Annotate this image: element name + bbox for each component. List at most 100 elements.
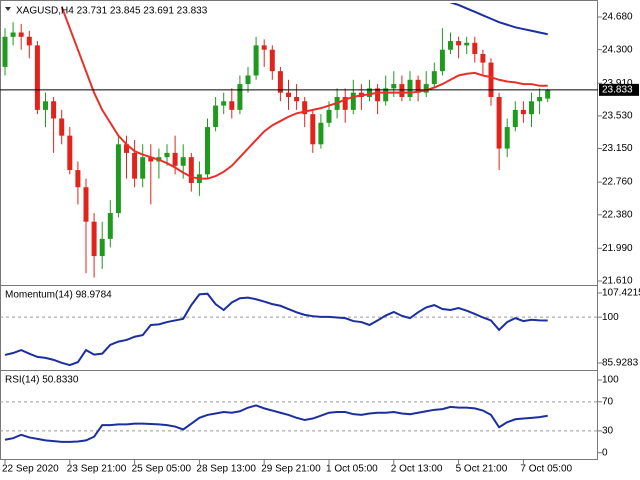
candle-body — [34, 45, 40, 110]
candle-body — [472, 42, 478, 54]
menu-arrow-icon[interactable] — [5, 7, 11, 11]
price-label: 23.833 — [602, 84, 633, 95]
candle-body — [172, 152, 178, 166]
candle-body — [115, 144, 121, 214]
y-tick-label: 100 — [602, 375, 619, 386]
panel — [0, 401, 598, 443]
candle-body — [504, 127, 510, 149]
indicator-line — [4, 404, 548, 443]
x-tick-label: 28 Sep 13:00 — [196, 464, 256, 475]
candle-body — [448, 41, 453, 50]
candle-body — [10, 32, 16, 37]
candle-body — [229, 101, 235, 110]
y-tick-label: 21.610 — [602, 276, 633, 287]
x-tick-label: 2 Oct 13:00 — [391, 464, 443, 475]
candle-body — [480, 53, 486, 63]
panel-title: Momentum(14) 98.9784 — [5, 290, 112, 301]
y-tick-label: 0 — [602, 447, 608, 458]
price-box — [599, 83, 639, 96]
chart-frame — [0, 0, 598, 460]
candle-body — [75, 170, 81, 188]
candle-body — [529, 101, 534, 115]
x-tick-label: 1 Oct 05:00 — [326, 464, 378, 475]
candle-body — [383, 88, 389, 102]
candle-body — [350, 92, 356, 110]
candle-body — [391, 84, 397, 89]
indicator-line — [60, 6, 548, 180]
candle-body — [205, 127, 210, 175]
x-tick-label: 5 Oct 21:00 — [456, 464, 508, 475]
candle-body — [59, 118, 65, 136]
y-tick-label: 23.910 — [602, 78, 633, 89]
y-tick-label: 85.9283 — [602, 358, 639, 369]
y-tick-label: 70 — [602, 396, 614, 407]
y-tick-label: 23.150 — [602, 143, 633, 154]
candle-body — [415, 79, 421, 93]
indicator-line — [450, 3, 548, 36]
panel-title: XAGUSD,H4 23.731 23.845 23.691 23.833 — [16, 6, 208, 17]
candle-body — [51, 101, 57, 119]
candle-body — [18, 32, 24, 37]
indicator-line — [4, 292, 548, 367]
candle-body — [99, 238, 105, 257]
x-tick-label: 7 Oct 05:00 — [520, 464, 572, 475]
candle-body — [294, 96, 300, 102]
candle-body — [43, 101, 48, 110]
candle-body — [512, 109, 518, 128]
y-tick-label: 23.530 — [602, 111, 633, 122]
candle-body — [399, 84, 405, 97]
candle-body — [439, 49, 445, 72]
candle-body — [180, 157, 186, 166]
candle-body — [213, 105, 219, 128]
candle-body — [132, 152, 138, 179]
candle-body — [456, 41, 462, 46]
candle-body — [302, 101, 308, 115]
candle-body — [140, 157, 146, 179]
candle-body — [520, 109, 526, 115]
candle-body — [26, 36, 32, 46]
panel-title: RSI(14) 50.8330 — [5, 375, 79, 386]
candle-body — [277, 71, 283, 93]
x-tick-label: 22 Sep 2020 — [2, 464, 59, 475]
candle-body — [67, 135, 73, 171]
candle-body — [423, 84, 429, 93]
candle-body — [221, 101, 227, 106]
candle-body — [91, 221, 97, 257]
candle-body — [164, 152, 170, 158]
candle-body — [407, 79, 413, 97]
candle-body — [310, 114, 316, 145]
candle-body — [253, 45, 259, 76]
y-tick-label: 24.300 — [602, 44, 633, 55]
candle-body — [488, 62, 494, 97]
x-tick-label: 25 Sep 05:00 — [132, 464, 192, 475]
candle-body — [107, 213, 113, 239]
candle-body — [245, 75, 251, 85]
panel — [2, 3, 551, 278]
candle-body — [464, 42, 470, 46]
x-tick-label: 23 Sep 21:00 — [67, 464, 127, 475]
candle-body — [2, 36, 8, 67]
y-tick-label: 24.680 — [602, 12, 633, 23]
x-tick-label: 29 Sep 21:00 — [261, 464, 321, 475]
candle-body — [375, 88, 381, 102]
candle-body — [367, 88, 372, 97]
y-tick-label: 100 — [602, 312, 619, 323]
candle-body — [342, 96, 348, 110]
candle-body — [545, 89, 551, 99]
y-tick-label: 22.760 — [602, 177, 633, 188]
candle-body — [237, 84, 243, 110]
candle-body — [261, 45, 267, 50]
y-tick-label: 21.990 — [602, 243, 633, 254]
candle-body — [318, 122, 324, 145]
candle-body — [496, 96, 502, 149]
candle-body — [326, 109, 332, 123]
candle-body — [286, 92, 291, 97]
candle-body — [83, 187, 89, 222]
y-tick-label: 22.380 — [602, 209, 633, 220]
candle-body — [188, 157, 194, 183]
candle-body — [537, 96, 543, 102]
candle-body — [148, 157, 154, 162]
candle-body — [269, 49, 275, 72]
